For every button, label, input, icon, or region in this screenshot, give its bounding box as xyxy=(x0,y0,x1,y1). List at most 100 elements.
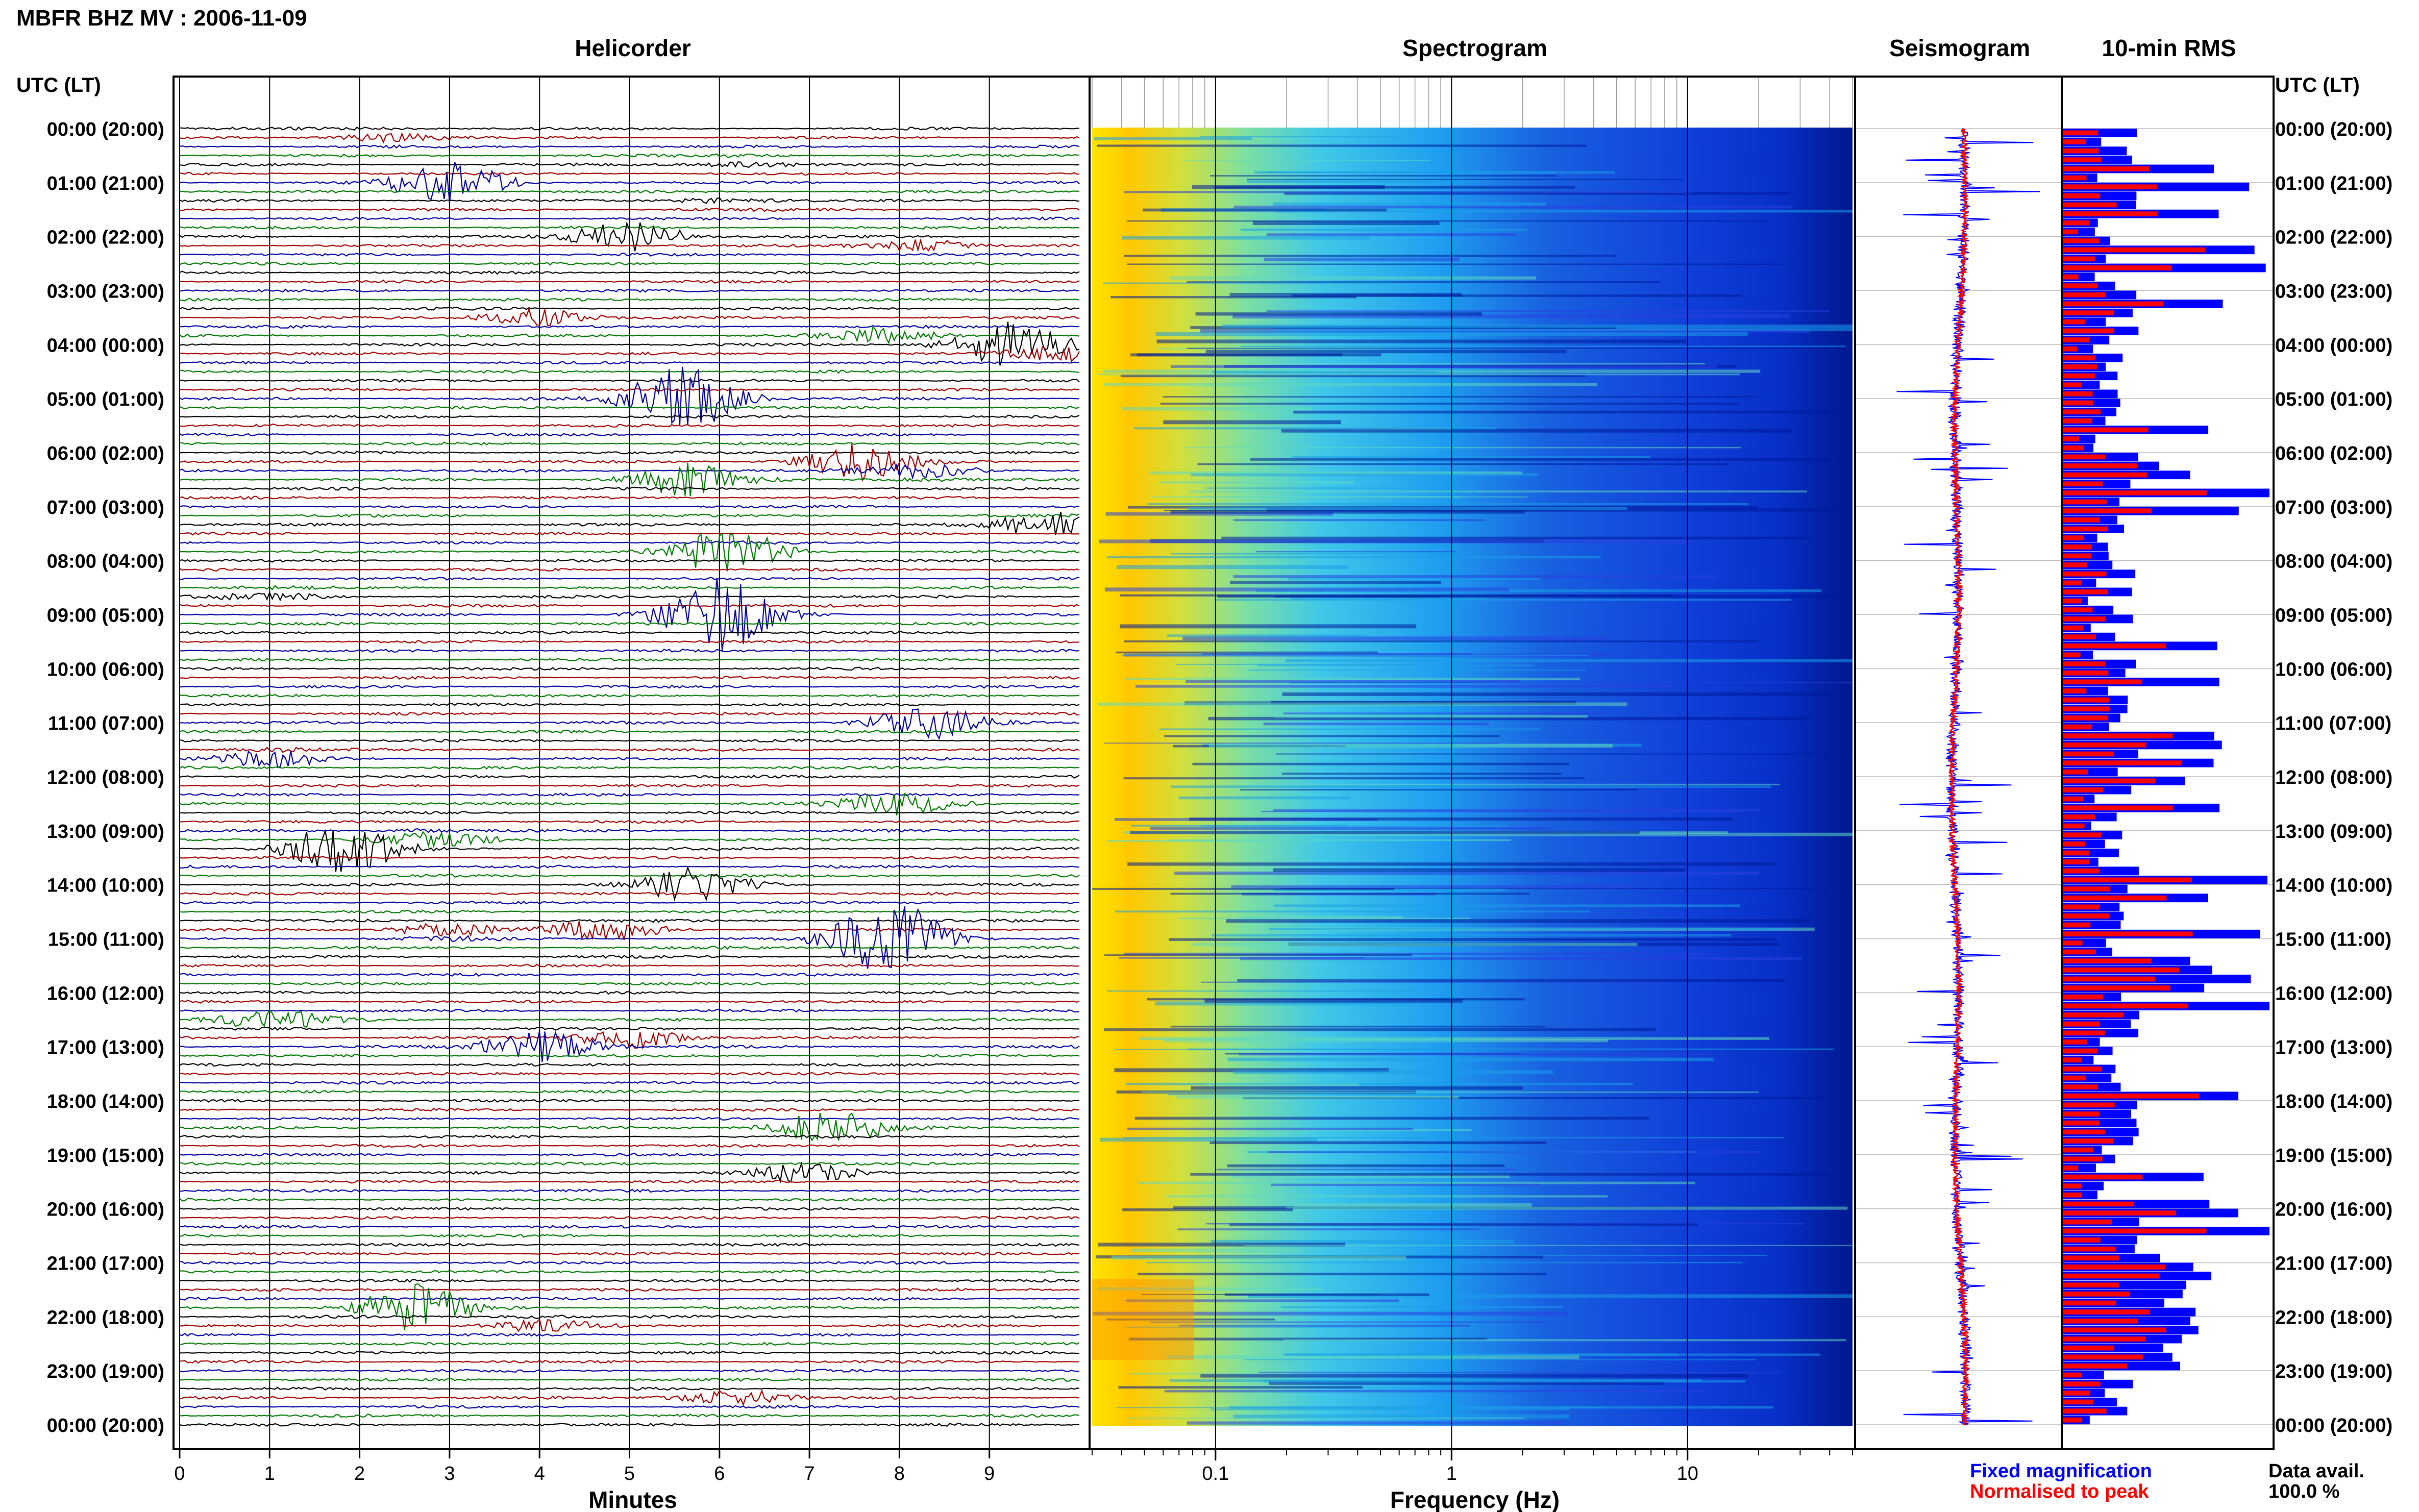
spectrogram-stripe xyxy=(1106,840,1277,842)
helicorder-trace xyxy=(179,828,1080,833)
spectrogram-stripe xyxy=(1160,403,1740,405)
helicorder-trace xyxy=(179,1233,1080,1238)
spectrogram-stripe xyxy=(1150,827,1550,830)
rms-bar-normalised xyxy=(2063,841,2085,847)
spectrogram-stripe xyxy=(1281,429,1792,433)
spectrogram-stripe xyxy=(1233,1415,1570,1419)
spectrogram-stripe xyxy=(1104,587,1509,592)
spectrogram-stripe xyxy=(1216,599,1791,601)
spectrogram-stripe xyxy=(1097,144,1587,147)
helicorder-trace xyxy=(179,864,1080,869)
helicorder-trace xyxy=(179,1053,1080,1058)
rms-bar-normalised xyxy=(2063,292,2106,298)
y-tick-label-left: 04:00 (00:00) xyxy=(47,335,164,356)
y-tick-label-right: 13:00 (09:00) xyxy=(2275,821,2392,842)
rms-bar-normalised xyxy=(2063,1273,2160,1279)
rms-bar-normalised xyxy=(2063,877,2192,883)
helicorder-trace xyxy=(179,540,1080,545)
rms-bar-normalised xyxy=(2063,1021,2100,1027)
spectrogram-stripe xyxy=(1124,191,1692,193)
spectrogram-stripe xyxy=(1241,345,1846,348)
helicorder-trace xyxy=(179,379,1080,383)
helicorder-trace xyxy=(179,1270,1080,1274)
spectrogram-stripe xyxy=(1281,888,1849,889)
rms-bar-normalised xyxy=(2063,238,2100,243)
spectrogram-stripe xyxy=(1189,817,1733,821)
spectrogram-stripe xyxy=(1240,789,1638,791)
rms-bar-normalised xyxy=(2063,913,2110,919)
spectrogram-stripe xyxy=(1290,682,1853,684)
spectrogram-stripe xyxy=(1105,512,1334,516)
helicorder-trace xyxy=(179,622,1080,626)
helicorder-trace xyxy=(179,1224,1080,1229)
rms-bar-normalised xyxy=(2063,652,2081,658)
rms-bar-normalised xyxy=(2063,742,2146,748)
rms-bar-normalised xyxy=(2063,1309,2150,1315)
spectrogram-stripe xyxy=(1268,1381,1665,1385)
spectrogram-stripe xyxy=(1205,350,1567,354)
spectrogram-stripe xyxy=(1182,159,1430,161)
spectrogram-stripe xyxy=(1160,481,1354,484)
helicorder-trace xyxy=(179,1350,1079,1355)
spectrogram-stripe xyxy=(1230,581,1441,584)
spectrogram-stripe xyxy=(1272,202,1546,206)
rms-bar-normalised xyxy=(2063,805,2173,811)
y-tick-label-right: 09:00 (05:00) xyxy=(2275,605,2392,627)
rms-bar-normalised xyxy=(2063,553,2091,559)
spectrogram-stripe xyxy=(1264,257,1460,262)
rms-bar-normalised xyxy=(2063,355,2096,361)
rms-bar-normalised xyxy=(2063,1417,2083,1423)
spectrogram-stripe xyxy=(1190,1173,1838,1176)
spectrogram-stripe xyxy=(1169,938,1777,941)
spectrogram-stripe xyxy=(1197,463,1730,465)
spectrogram-stripe xyxy=(1211,1408,1570,1410)
rms-bar-normalised xyxy=(2063,724,2092,730)
rms-bar-normalised xyxy=(2063,499,2107,505)
y-tick-label-left: 00:00 (20:00) xyxy=(47,1415,164,1436)
helicorder-trace xyxy=(179,297,1080,302)
spectrogram-stripe xyxy=(1122,236,1370,240)
spectrogram-hotspot xyxy=(1092,1279,1194,1360)
helicorder-trace xyxy=(179,1134,1080,1139)
spectrogram-stripe xyxy=(1241,916,1403,919)
legend-normalised-to-peak: Normalised to peak xyxy=(1970,1481,2149,1502)
spectrogram-stripe xyxy=(1187,281,1660,283)
y-tick-label-right: 19:00 (15:00) xyxy=(2275,1145,2392,1167)
helicorder-trace xyxy=(179,1206,1080,1211)
spectrogram-stripe xyxy=(1241,228,1527,231)
rms-bar-normalised xyxy=(2063,1120,2100,1126)
spectrogram-stripe xyxy=(1244,1245,1853,1246)
rms-bar-normalised xyxy=(2063,661,2106,666)
rms-bar-normalised xyxy=(2063,589,2108,594)
spectrogram-stripe xyxy=(1127,1127,1413,1130)
spectrogram-x-ticks: 0.1 1 10 xyxy=(1092,1448,1853,1484)
helicorder-trace xyxy=(179,810,1080,815)
rms-bar-normalised xyxy=(2063,301,2164,307)
helicorder-trace xyxy=(179,820,1080,824)
spectrogram-stripes xyxy=(1092,136,1853,1425)
spectrogram-stripe xyxy=(1167,634,1367,637)
y-tick-label-right: 00:00 (20:00) xyxy=(2275,119,2392,140)
spectrogram-stripe xyxy=(1243,1097,1823,1100)
spectrogram-stripe xyxy=(1200,1374,1748,1378)
helicorder-trace xyxy=(179,693,1080,698)
spectrogram-stripe xyxy=(1138,1181,1695,1184)
rms-bar-normalised xyxy=(2063,193,2101,199)
spectrogram-stripe xyxy=(1169,839,1511,841)
helicorder-trace xyxy=(179,1342,1080,1346)
helicorder-trace xyxy=(179,432,1080,437)
rms-bar-normalised xyxy=(2063,832,2102,838)
rms-bar-normalised xyxy=(2063,283,2098,289)
helicorder-trace xyxy=(179,1315,1080,1319)
rms-bar-normalised xyxy=(2063,1012,2124,1018)
helicorder-trace xyxy=(179,414,1080,419)
helicorder-trace xyxy=(179,906,1080,969)
spectrogram-stripe xyxy=(1256,589,1822,592)
spectrogram-stripe xyxy=(1175,663,1462,665)
rms-bar-normalised xyxy=(2063,472,2147,478)
spectrogram-stripe xyxy=(1269,928,1791,930)
spectrogram-stripe xyxy=(1254,171,1615,174)
rms-bar-normalised xyxy=(2063,1408,2107,1414)
spectrogram-stripe xyxy=(1206,487,1475,489)
y-tick-label-left: 13:00 (09:00) xyxy=(47,821,164,842)
